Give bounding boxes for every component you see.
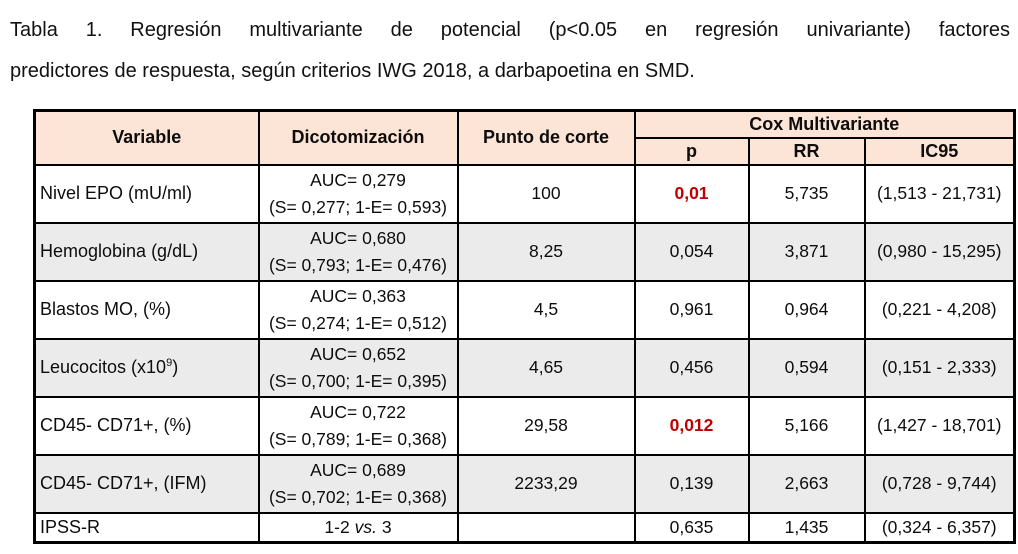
p-value-cell: 0,054 (633, 221, 750, 282)
dichotomization-cell: AUC= 0,680 (S= 0,793; 1-E= 0,476) (257, 221, 459, 282)
table-row: Blastos MO, (%) AUC= 0,363 (S= 0,274; 1-E=… (33, 279, 1016, 340)
table-row: Leucocitos (x109) AUC= 0,652 (S= 0,700; 1-… (33, 337, 1016, 398)
p-value-cell: 0,961 (633, 279, 750, 340)
cutoff-cell: 8,25 (456, 221, 636, 282)
variable-cell: IPSS-R (33, 511, 260, 543)
rr-cell: 2,663 (747, 453, 866, 514)
p-value-cell: 0,635 (633, 511, 750, 543)
header-row-sub: p RR IC95 (35, 137, 1016, 166)
cutoff-cell: 4,65 (456, 337, 636, 398)
p-value-cell: 0,139 (633, 453, 750, 514)
header-ic95: IC95 (863, 137, 1016, 166)
variable-cell: Blastos MO, (%) (33, 279, 260, 340)
rr-cell: 3,871 (747, 221, 866, 282)
cutoff-cell: 100 (456, 163, 636, 224)
dichotomization-cell: AUC= 0,363 (S= 0,274; 1-E= 0,512) (257, 279, 459, 340)
variable-cell: Hemoglobina (g/dL) (33, 221, 260, 282)
header-cox-multivariate: Cox Multivariante (633, 109, 1016, 139)
ic95-cell: (0,728 - 9,744) (863, 453, 1016, 514)
p-value-cell: 0,012 (633, 395, 750, 456)
dichotomization-cell: AUC= 0,279 (S= 0,277; 1-E= 0,593) (257, 163, 459, 224)
cutoff-cell: 29,58 (456, 395, 636, 456)
ic95-cell: (1,513 - 21,731) (863, 163, 1016, 224)
header-rr: RR (747, 137, 866, 166)
dichotomization-cell: AUC= 0,722 (S= 0,789; 1-E= 0,368) (257, 395, 459, 456)
ic95-cell: (1,427 - 18,701) (863, 395, 1016, 456)
rr-cell: 5,735 (747, 163, 866, 224)
header-p: p (633, 137, 750, 166)
header-row-main: Variable Dicotomización Punto de corte C… (33, 109, 1016, 166)
table-row: Hemoglobina (g/dL) AUC= 0,680 (S= 0,793; 1… (33, 221, 1016, 282)
table-row: Nivel EPO (mU/ml) AUC= 0,279 (S= 0,277; 1-… (33, 163, 1016, 224)
caption-line-2: predictores de respuesta, según criterio… (10, 60, 695, 82)
rr-cell: 5,166 (747, 395, 866, 456)
header-variable: Variable (33, 109, 260, 166)
variable-cell: CD45- CD71+, (%) (33, 395, 260, 456)
variable-cell: Leucocitos (x109) (33, 337, 260, 398)
table-caption: Tabla 1. Regresión multivariante de pote… (10, 10, 1010, 92)
dichotomization-cell: AUC= 0,689 (S= 0,702; 1-E= 0,368) (257, 453, 459, 514)
cutoff-cell: 2233,29 (456, 453, 636, 514)
table-body: Nivel EPO (mU/ml) AUC= 0,279 (S= 0,277; 1-… (33, 163, 1016, 543)
ic95-cell: (0,980 - 15,295) (863, 221, 1016, 282)
cutoff-cell (456, 511, 636, 543)
rr-cell: 0,964 (747, 279, 866, 340)
rr-cell: 1,435 (747, 511, 866, 543)
header-cutoff: Punto de corte (456, 109, 636, 166)
p-value-cell: 0,01 (633, 163, 750, 224)
header-dichotomization: Dicotomización (257, 109, 459, 166)
cutoff-cell: 4,5 (456, 279, 636, 340)
dichotomization-cell: 1-2 vs. 3 (257, 511, 459, 543)
p-value-cell: 0,456 (633, 337, 750, 398)
ic95-cell: (0,324 - 6,357) (863, 511, 1016, 543)
ic95-cell: (0,151 - 2,333) (863, 337, 1016, 398)
multivariate-regression-table: Variable Dicotomización Punto de corte C… (33, 109, 1016, 544)
dichotomization-cell: AUC= 0,652 (S= 0,700; 1-E= 0,395) (257, 337, 459, 398)
caption-line-1: Tabla 1. Regresión multivariante de pote… (10, 19, 1010, 41)
table-row: IPSS-R 1-2 vs. 3 0,635 1,435 (0,324 - 6,357) (33, 511, 1016, 543)
variable-cell: CD45- CD71+, (IFM) (33, 453, 260, 514)
table-row: CD45- CD71+, (%) AUC= 0,722 (S= 0,789; 1-E… (33, 395, 1016, 456)
variable-cell: Nivel EPO (mU/ml) (33, 163, 260, 224)
table-row: CD45- CD71+, (IFM) AUC= 0,689 (S= 0,702; 1… (33, 453, 1016, 514)
rr-cell: 0,594 (747, 337, 866, 398)
ic95-cell: (0,221 - 4,208) (863, 279, 1016, 340)
